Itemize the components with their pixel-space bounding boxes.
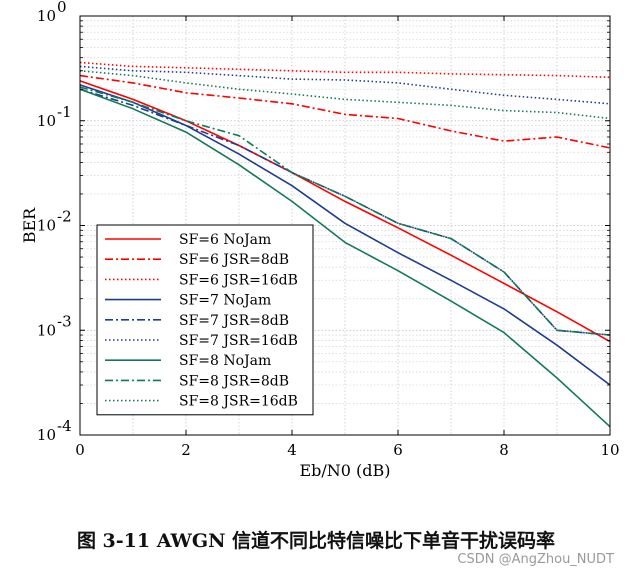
- figure-caption: 图 3-11 AWGN 信道不同比特信噪比下单音干扰误码率: [76, 530, 556, 552]
- series-line: [79, 84, 611, 386]
- series-line: [79, 70, 611, 120]
- legend-label: SF=8 JSR=16dB: [179, 394, 298, 410]
- x-tick-label: 2: [181, 441, 191, 459]
- y-tick-label: 10: [37, 217, 56, 235]
- y-tick-label: 10: [37, 7, 56, 25]
- x-axis-label: Eb/N0 (dB): [299, 461, 390, 480]
- series-line: [79, 88, 611, 428]
- y-tick-exponent: -3: [57, 312, 72, 330]
- legend-label: SF=7 JSR=16dB: [179, 333, 298, 349]
- series-line: [79, 65, 611, 105]
- y-tick-exponent: -1: [57, 103, 72, 121]
- y-tick-label: 10: [37, 112, 56, 130]
- legend-label: SF=6 JSR=16dB: [179, 272, 298, 288]
- legend: SF=6 NoJam SF=6 JSR=8dB SF=6 JSR=16dB SF=7 …: [96, 224, 314, 416]
- series-line: [79, 61, 611, 79]
- y-tick-exponent: -2: [57, 208, 72, 226]
- y-tick-label: 10: [37, 321, 56, 339]
- y-tick-label: 10: [37, 426, 56, 444]
- legend-label: SF=8 NoJam: [179, 353, 271, 369]
- series-line: [79, 74, 611, 149]
- legend-label: SF=7 NoJam: [179, 293, 271, 309]
- series-line: [79, 80, 611, 343]
- series-line: [79, 86, 611, 336]
- x-tick-label: 0: [75, 441, 85, 459]
- y-tick-exponent: 0: [57, 0, 67, 16]
- x-tick-label: 10: [600, 441, 619, 459]
- y-tick-exponent: -4: [57, 417, 72, 435]
- series-lines: [79, 61, 611, 428]
- x-tick-label: 8: [499, 441, 509, 459]
- y-axis-label: BER: [20, 207, 39, 243]
- watermark: CSDN @AngZhou_NUDT: [457, 552, 614, 567]
- legend-label: SF=6 NoJam: [179, 232, 271, 248]
- legend-label: SF=7 JSR=8dB: [179, 313, 289, 329]
- legend-label: SF=6 JSR=8dB: [179, 252, 289, 268]
- legend-label: SF=8 JSR=8dB: [179, 373, 289, 389]
- x-tick-label: 4: [287, 441, 297, 459]
- x-tick-label: 6: [393, 441, 403, 459]
